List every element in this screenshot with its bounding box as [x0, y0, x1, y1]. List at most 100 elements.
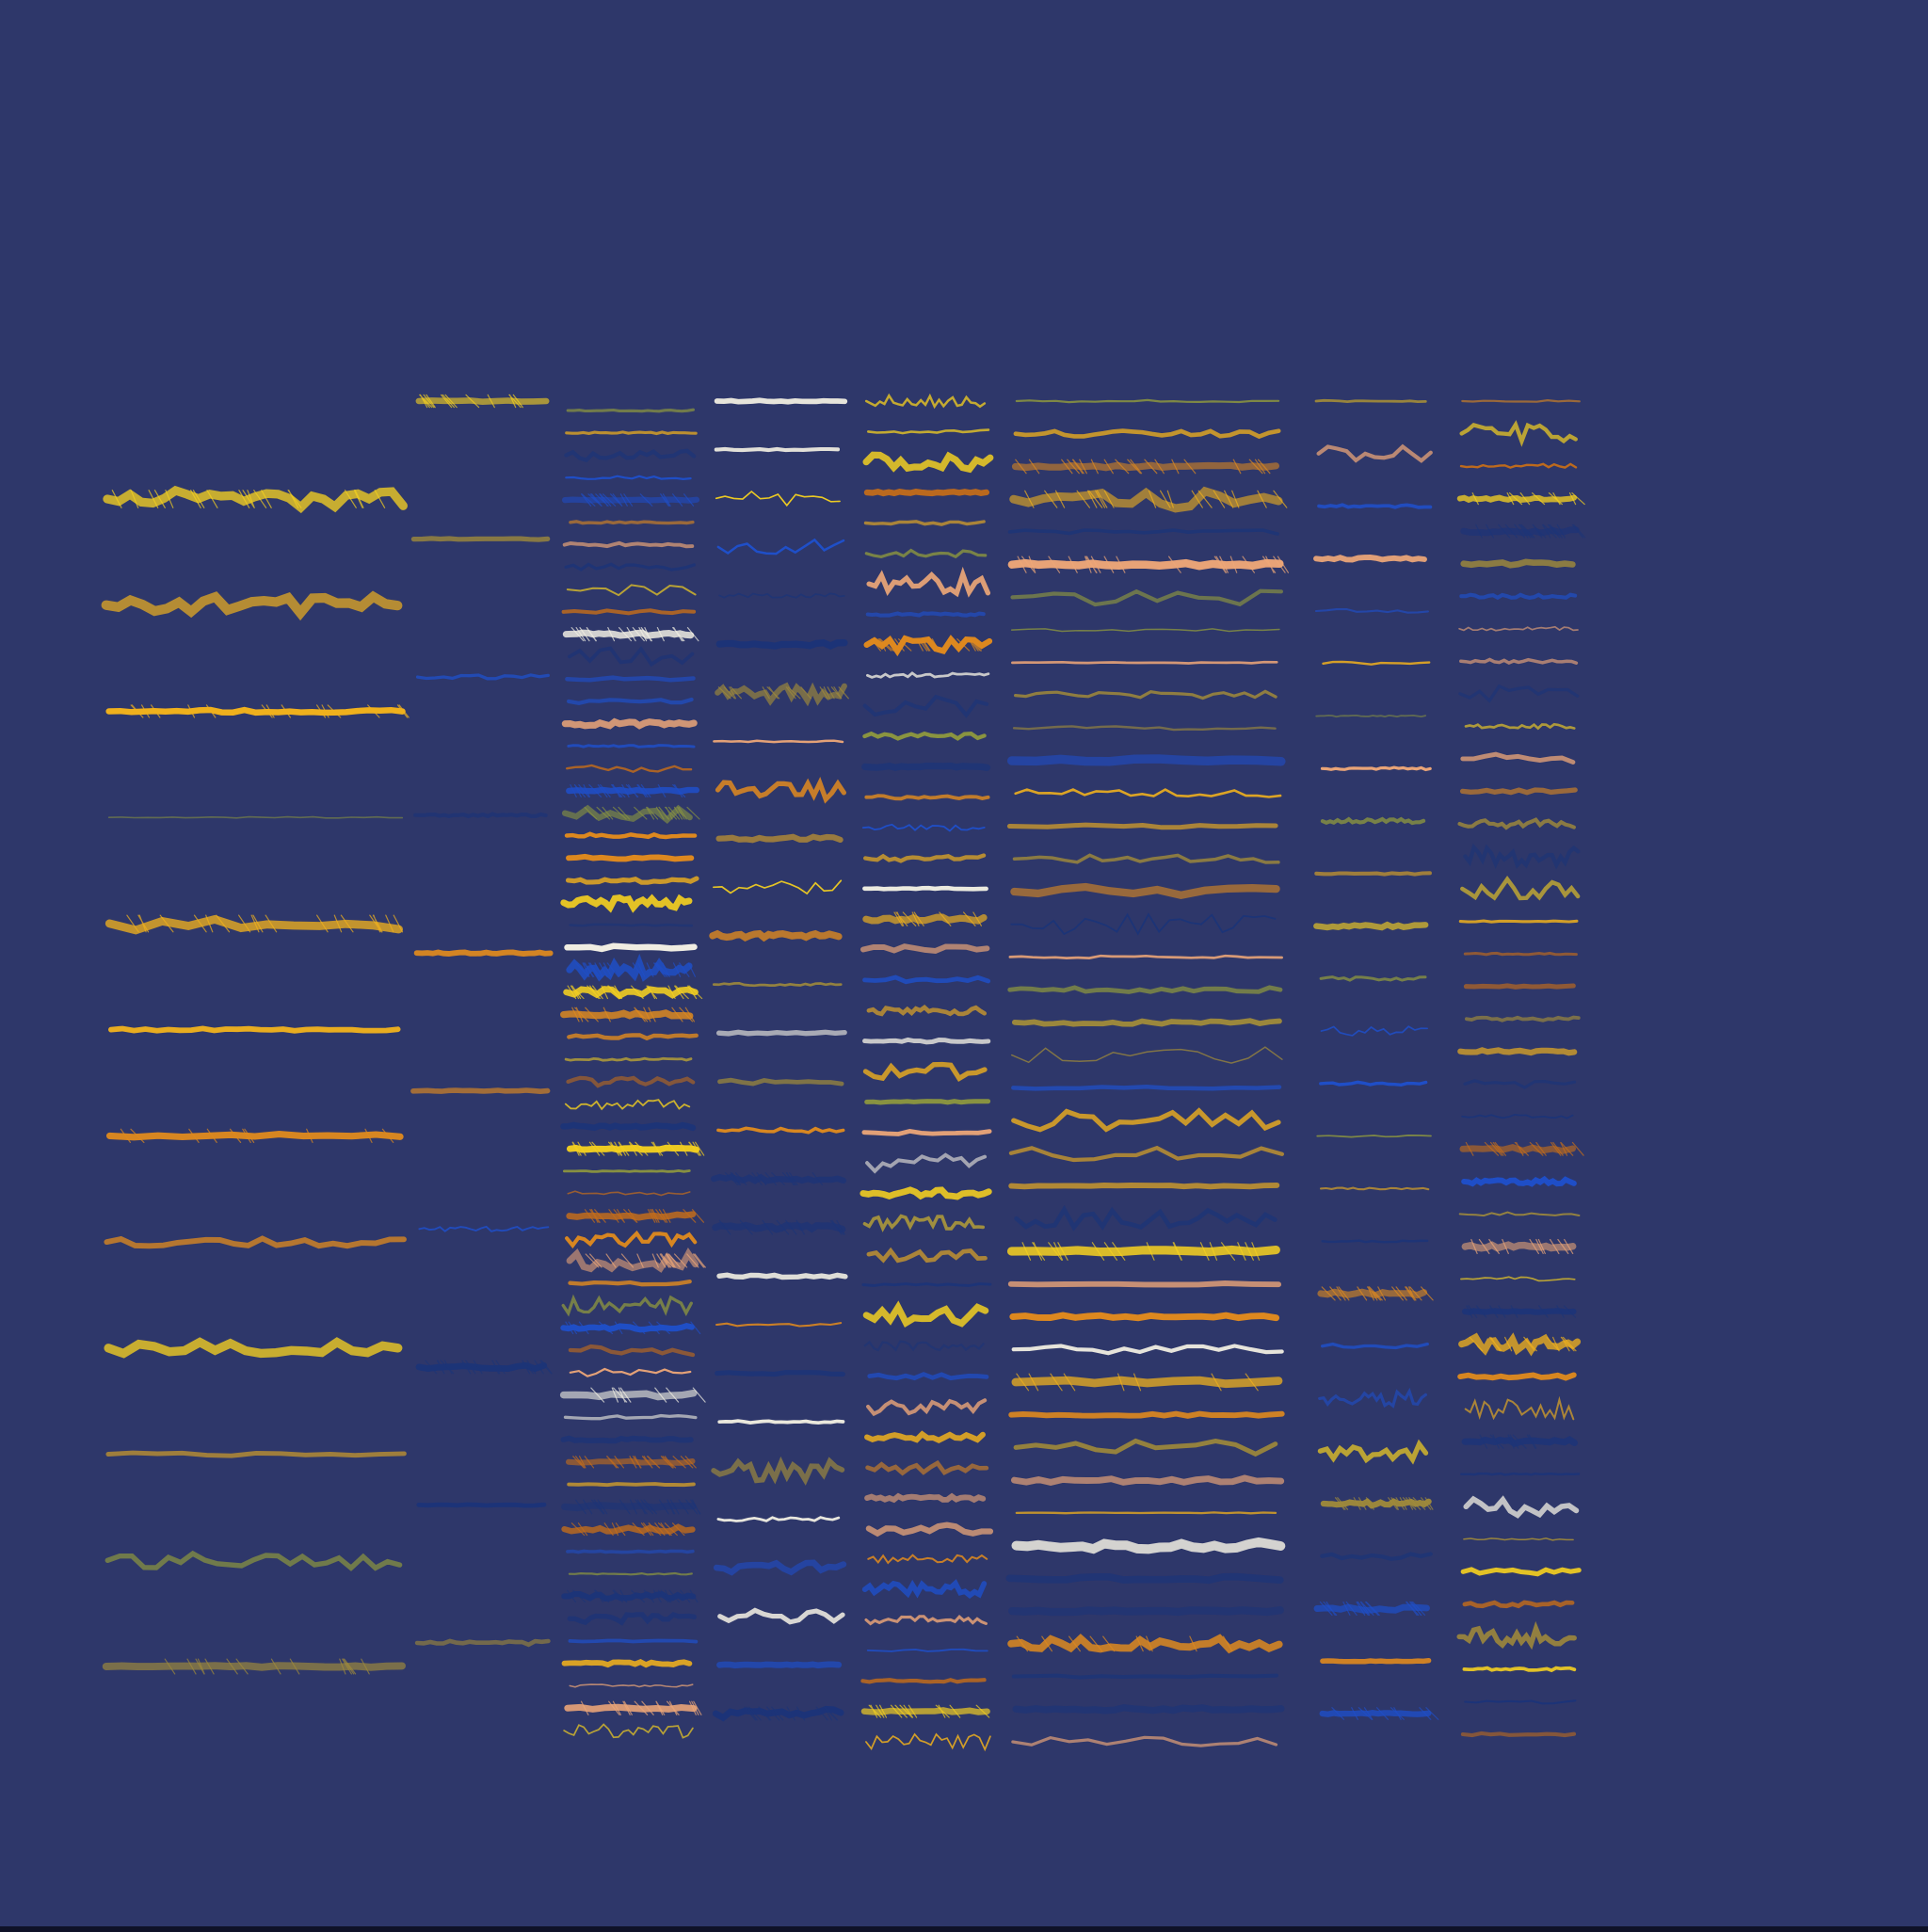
paint-stroke [862, 694, 989, 718]
paint-stroke [569, 1367, 692, 1377]
paint-stroke [569, 520, 695, 525]
paint-stroke [1008, 1606, 1284, 1617]
paint-stroke [564, 1056, 693, 1062]
paint-stroke [108, 1025, 401, 1034]
paint-stroke [864, 1492, 987, 1504]
paint-stroke [1014, 788, 1282, 798]
paint-stroke [717, 1419, 845, 1425]
hatch-texture [570, 784, 686, 797]
paint-stroke [1463, 951, 1578, 957]
paint-stroke [1011, 1376, 1283, 1389]
paint-stroke [415, 397, 550, 406]
paint-stroke [1457, 817, 1576, 830]
paint-stroke [1313, 921, 1429, 931]
hatch-texture [584, 1209, 704, 1223]
paint-stroke [1458, 1332, 1582, 1357]
hatch-texture [1319, 1601, 1426, 1616]
hatch-texture [1466, 1305, 1577, 1318]
paint-stroke [1011, 1085, 1282, 1091]
paint-stroke [561, 1523, 696, 1535]
paint-stroke [561, 1659, 693, 1668]
paint-stroke [566, 408, 696, 413]
paint-stroke [564, 942, 698, 953]
paint-stroke [566, 953, 693, 982]
hatch-texture [1470, 1238, 1574, 1254]
hatch-texture [419, 394, 523, 409]
paint-stroke [1462, 1666, 1577, 1673]
paint-stroke [1459, 420, 1578, 447]
paint-stroke [1011, 461, 1279, 472]
paint-stroke [561, 608, 697, 616]
paint-stroke [567, 744, 696, 749]
paint-stroke [568, 1279, 692, 1287]
paint-stroke [1461, 1175, 1577, 1187]
paint-stroke [1456, 494, 1577, 504]
paint-stroke [1314, 871, 1432, 877]
hatch-texture [744, 1706, 839, 1721]
paint-stroke [560, 1435, 694, 1444]
paint-stroke [413, 949, 554, 957]
hatch-texture [570, 627, 699, 642]
paint-stroke [1010, 588, 1283, 607]
paint-stroke [715, 1322, 843, 1328]
paint-stroke [715, 490, 841, 507]
paint-stroke [568, 1344, 696, 1358]
paint-stroke [1010, 912, 1277, 936]
hatch-texture [567, 985, 703, 1000]
paint-stroke [861, 1128, 992, 1136]
paint-stroke [1319, 1080, 1428, 1087]
paint-stroke [565, 1230, 698, 1249]
paint-stroke [1464, 722, 1576, 731]
paint-stroke [1463, 843, 1581, 870]
paint-stroke [864, 1099, 991, 1105]
paint-stroke [1463, 1538, 1574, 1541]
paint-stroke [1317, 503, 1433, 509]
paint-stroke [1459, 657, 1579, 666]
paint-stroke [860, 1678, 987, 1684]
paint-stroke [566, 1457, 696, 1466]
stroke-column-3 [559, 408, 706, 1739]
hatch-texture [1024, 490, 1288, 508]
paint-stroke [1009, 1312, 1280, 1322]
paint-stroke [566, 853, 695, 862]
hatch-texture [871, 638, 982, 652]
hatch-texture [585, 1253, 706, 1268]
paint-stroke [1460, 1731, 1577, 1738]
paint-stroke [716, 1661, 843, 1669]
paint-stroke [863, 1340, 985, 1352]
paint-stroke [1321, 1239, 1429, 1244]
paint-stroke [104, 1337, 403, 1359]
hatch-texture [1334, 1497, 1434, 1510]
paint-stroke [414, 1638, 551, 1648]
paint-stroke [1010, 882, 1280, 900]
paint-stroke [1460, 751, 1576, 765]
paint-stroke [715, 777, 846, 804]
paint-stroke [561, 1502, 697, 1512]
hatch-texture [571, 1006, 695, 1022]
paint-stroke [1461, 398, 1581, 403]
paint-stroke [1320, 816, 1426, 826]
hatch-texture [567, 1589, 699, 1603]
paint-stroke [715, 638, 848, 650]
hatch-texture [565, 1321, 701, 1335]
paint-stroke [862, 1214, 985, 1232]
stroke-column-5 [860, 393, 994, 1752]
paint-stroke [860, 943, 990, 955]
paint-stroke [718, 592, 845, 599]
stroke-column-7 [1313, 398, 1439, 1720]
paint-stroke [565, 430, 698, 436]
paint-stroke [1012, 725, 1277, 732]
paint-stroke [717, 1607, 845, 1625]
paint-stroke [567, 1612, 697, 1626]
paint-stroke [104, 1235, 407, 1249]
paint-stroke [569, 923, 694, 927]
paint-stroke [1317, 1288, 1428, 1299]
hatch-texture [1016, 1635, 1233, 1652]
paint-stroke [568, 1571, 693, 1576]
paint-stroke [104, 1550, 403, 1571]
paint-stroke [866, 1648, 988, 1652]
paint-stroke [1011, 1735, 1278, 1747]
paint-stroke [1460, 1472, 1581, 1476]
hatch-texture [126, 914, 404, 933]
